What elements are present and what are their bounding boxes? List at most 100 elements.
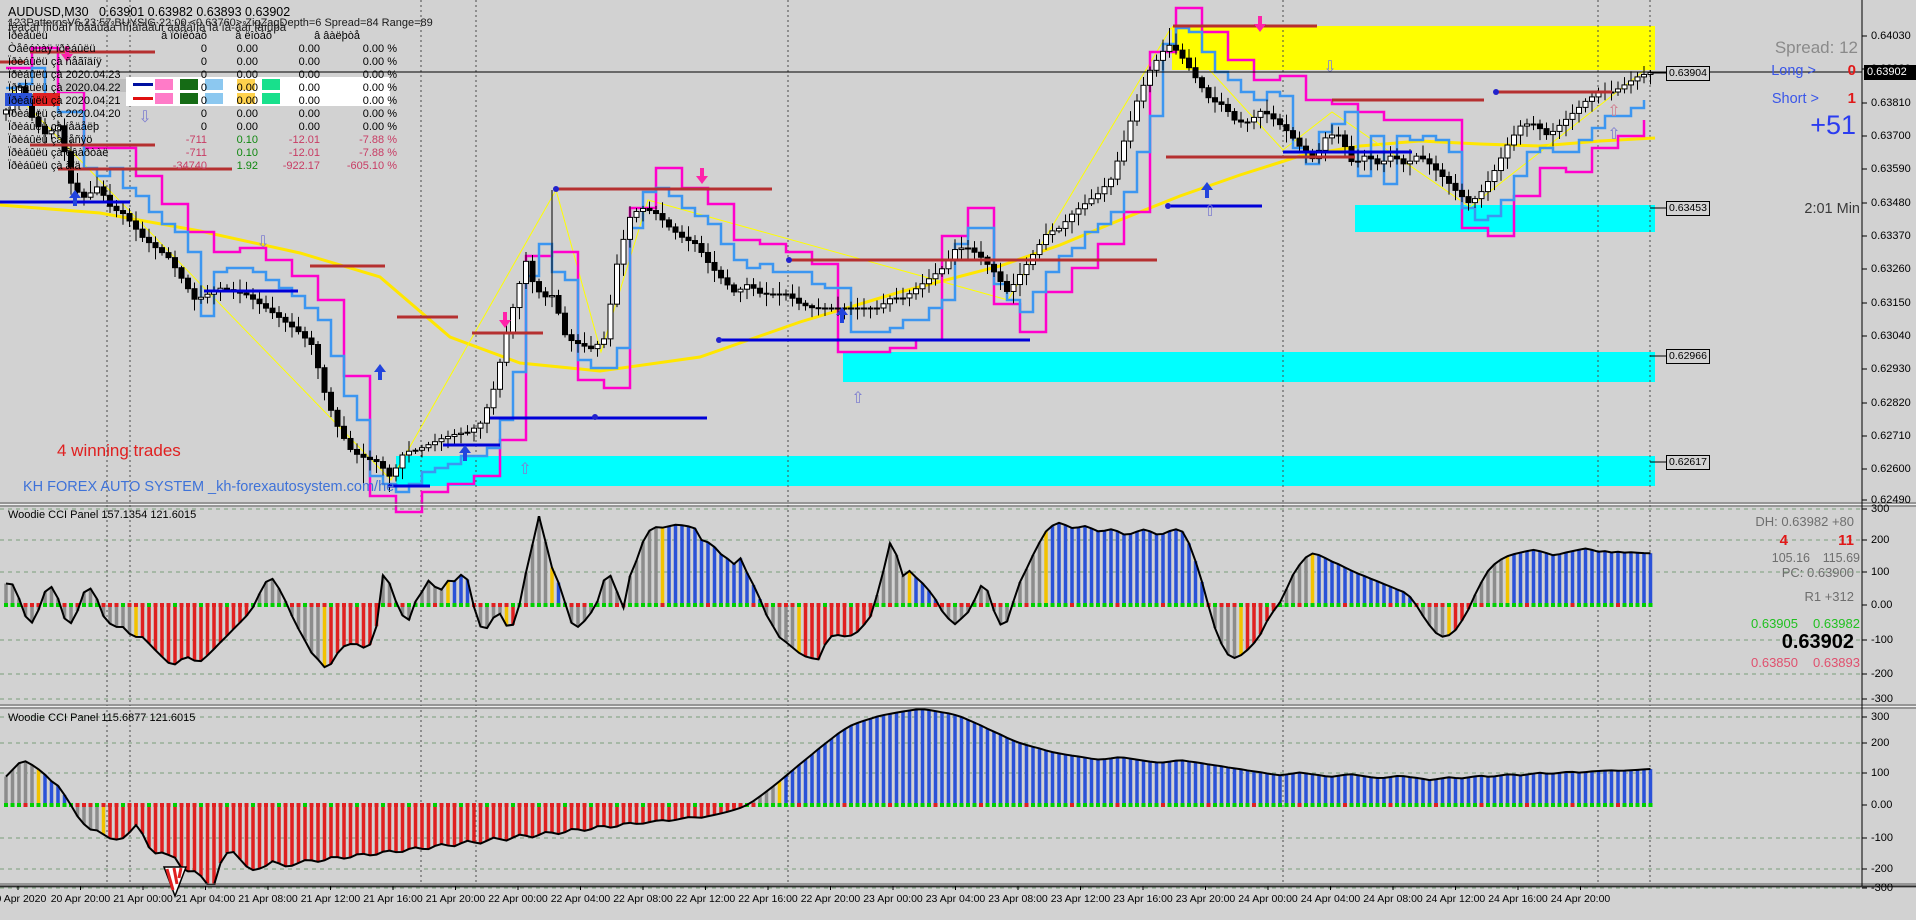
high-value: 0.63982 [147, 5, 193, 19]
price-level-tag[interactable]: 0.63453 [1666, 201, 1710, 216]
price-level-tag[interactable]: 0.62617 [1666, 455, 1710, 470]
profit-currency: -12.01 [288, 134, 320, 146]
profit-row: Ïðèáûëü çà ãîä -34740 1.92 -922.17 -605.10 % [0, 160, 410, 173]
col-header-points: â ïóíêòàõ [161, 30, 207, 42]
profit-lots: 0.00 [236, 95, 258, 107]
profit-points: -711 [185, 147, 207, 159]
profit-row-label: Ïðèáûëü çà 2020.04.20 [8, 108, 121, 120]
pattern-day-chip[interactable] [60, 79, 126, 92]
pattern-day-chip[interactable] [33, 93, 60, 106]
legend-color-swatch[interactable] [155, 79, 173, 90]
profit-percent: 0.00 % [362, 95, 397, 107]
profit-percent: 0.00 % [362, 69, 397, 81]
time-axis-label: 22 Apr 00:00 [488, 893, 548, 905]
price-axis-label: 0.62930 [1871, 363, 1911, 375]
pattern-day-chip[interactable] [5, 93, 32, 106]
cci2-value1: 115.6877 [101, 712, 147, 724]
profit-table-header: Ïðèáûëü â ïóíêòàõ â ëîòàõ â âàëþòå [0, 30, 410, 43]
open-value: 0.63901 [99, 5, 145, 19]
profit-row: Ïðèáûëü çà 2020.04.23 0 0.00 0.00 0.00 % [0, 69, 410, 82]
vendor-watermark: KH FOREX AUTO SYSTEM _kh-forexautosystem… [23, 479, 395, 495]
price-axis-label: 0.63480 [1871, 197, 1911, 209]
legend-color-swatch[interactable] [237, 93, 255, 104]
legend-color-swatch[interactable] [237, 79, 255, 90]
profit-row: Ïðèáûëü çà 2020.04.20 0 0.00 0.00 0.00 % [0, 108, 410, 121]
legend-line-swatch[interactable] [133, 83, 153, 86]
legend-color-swatch[interactable] [262, 79, 280, 90]
profit-percent: -605.10 % [346, 160, 397, 172]
price-axis-label: 0.63700 [1871, 130, 1911, 142]
svg-text:⇧: ⇧ [518, 459, 531, 478]
magenta-trail-line[interactable] [6, 6, 1646, 514]
legend-color-swatch[interactable] [205, 93, 223, 104]
time-axis-label: 23 Apr 04:00 [925, 893, 986, 905]
sr-segments [0, 24, 1612, 488]
count-b: 11 [1838, 532, 1854, 549]
candles-layer [3, 28, 1654, 492]
cci-stat-b: 115.69 [1822, 551, 1860, 565]
cci-axis-label: 200 [1871, 534, 1890, 546]
current-price-big: 0.63902 [1781, 631, 1854, 653]
profit-lots: 0.00 [236, 56, 258, 68]
cci-axis-label: 100 [1871, 767, 1890, 779]
profit-points: 0 [200, 121, 207, 133]
cci-axis-label: -100 [1871, 832, 1894, 844]
low-value: 0.63893 [196, 5, 242, 19]
legend-color-swatch[interactable] [262, 93, 280, 104]
time-axis-label: 24 Apr 12:00 [1425, 893, 1486, 905]
price-level-tag[interactable]: 0.63904 [1666, 66, 1710, 81]
profit-row-label: Ïðèáûëü çà ñåãîäíÿ [8, 56, 102, 68]
profit-currency: -12.01 [288, 147, 320, 159]
price-axis-label: 0.63150 [1871, 297, 1911, 309]
legend-color-swatch[interactable] [155, 93, 173, 104]
cci-axis-label: -300 [1871, 693, 1894, 705]
price-axis-label: 0.62600 [1871, 463, 1911, 475]
cci1-histogram [4, 515, 1653, 669]
time-axis-label: 23 Apr 08:00 [988, 893, 1048, 905]
price-axis-label: 0.63810 [1871, 97, 1911, 109]
time-axis-label: 22 Apr 08:00 [613, 893, 673, 905]
profit-percent: 0.00 % [362, 56, 397, 68]
price-level-tag[interactable]: 0.62966 [1666, 349, 1710, 364]
pattern-legend[interactable] [126, 77, 390, 106]
profit-points: -34740 [172, 160, 207, 172]
profit-currency: 0.00 [298, 69, 320, 81]
profit-percent: 0.00 % [362, 82, 397, 94]
profit-lots: 0.10 [236, 134, 258, 146]
legend-color-swatch[interactable] [180, 79, 198, 90]
price-axis-label: 0.63260 [1871, 263, 1911, 275]
ask-low: 0.63905 [1751, 616, 1798, 631]
legend-line-swatch[interactable] [133, 97, 153, 100]
time-axis-label: 24 Apr 08:00 [1363, 893, 1423, 905]
time-axis-label: 22 Apr 20:00 [800, 893, 861, 905]
skyblue-trail-line[interactable] [6, 26, 1646, 494]
window-borders [0, 0, 1916, 889]
cci2-label: Woodie CCI Panel 115.6877 121.6015 [8, 712, 195, 724]
profit-row-label: Òåêóùàÿ ïðèáûëü [8, 43, 96, 55]
bid-low: 0.63850 [1751, 655, 1798, 670]
price-axis-label: 0.63590 [1871, 163, 1911, 175]
ask-high: 0.63982 [1813, 616, 1860, 631]
svg-text:⇩: ⇩ [256, 232, 269, 251]
price-axis-label: 0.62710 [1871, 430, 1911, 442]
profit-lots: 0.00 [236, 108, 258, 120]
legend-color-swatch[interactable] [205, 79, 223, 90]
svg-text:⇧: ⇧ [1607, 124, 1620, 143]
flag-marker [162, 866, 188, 899]
cci-axis-label: -100 [1871, 634, 1894, 646]
time-axis-label: 24 Apr 04:00 [1300, 893, 1361, 905]
cci-axis-label: 0.00 [1871, 799, 1893, 811]
profit-row-label: Ïðèáûëü çà 2020.04.21 [8, 95, 121, 107]
profit-points: 0 [200, 56, 207, 68]
profit-row: Ïðèáûëü çà êâàðòàë -711 0.10 -12.01 -7.88 % [0, 147, 410, 160]
symbol-ohlc-line: AUDUSD,M30 0.63901 0.63982 0.63893 0.639… [8, 5, 290, 19]
col-header-lots: â ëîòàõ [235, 30, 272, 42]
indicator-comment-line: Îêàçàí ïîïóàíî ïðåàûåå ïîíìåîàåùì ààåàìí… [8, 22, 287, 34]
price-axis-label: 0.63370 [1871, 230, 1911, 242]
profit-points: 0 [200, 69, 207, 81]
cci-axis-label: 200 [1871, 737, 1890, 749]
legend-color-swatch[interactable] [180, 93, 198, 104]
cci2-value2: 121.6015 [149, 712, 196, 724]
